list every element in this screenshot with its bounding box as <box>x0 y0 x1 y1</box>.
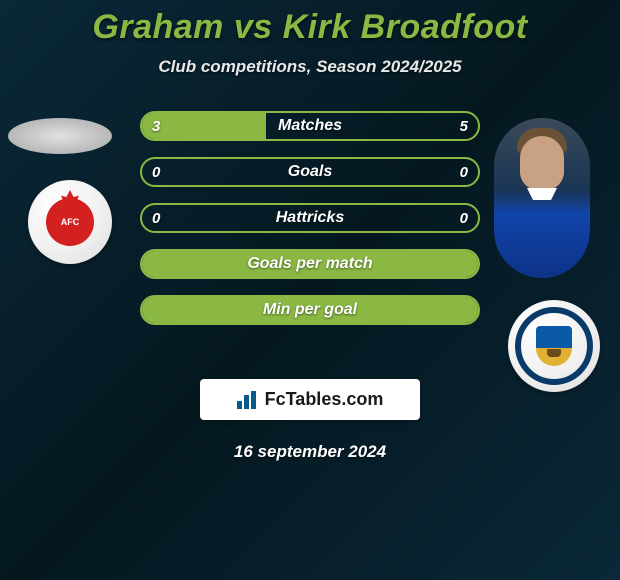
source-logo-text: FcTables.com <box>265 389 384 410</box>
stat-label: Min per goal <box>263 301 357 319</box>
club-badge-right-ring <box>515 307 593 385</box>
source-logo: FcTables.com <box>200 379 420 420</box>
stat-row-matches: 3 Matches 5 <box>140 111 480 141</box>
stat-row-goals: 0 Goals 0 <box>140 157 480 187</box>
stat-value-right: 0 <box>460 210 468 227</box>
stat-label: Goals per match <box>247 255 372 273</box>
stat-value-right: 0 <box>460 164 468 181</box>
club-badge-left-inner: AFC <box>46 198 94 246</box>
stat-value-right: 5 <box>460 118 468 135</box>
stat-value-left: 0 <box>152 164 160 181</box>
stat-label: Hattricks <box>276 209 344 227</box>
stat-row-goals-per-match: Goals per match <box>140 249 480 279</box>
club-badge-right <box>508 300 600 392</box>
player-left-silhouette <box>8 118 112 154</box>
player-right-photo <box>494 118 590 278</box>
stat-fill-left <box>142 113 266 139</box>
comparison-card: Graham vs Kirk Broadfoot Club competitio… <box>0 0 620 580</box>
subtitle: Club competitions, Season 2024/2025 <box>0 57 620 77</box>
stat-value-left: 3 <box>152 118 160 135</box>
stat-row-min-per-goal: Min per goal <box>140 295 480 325</box>
stat-label: Matches <box>278 117 342 135</box>
player-right-collar <box>527 188 557 200</box>
stats-list: 3 Matches 5 0 Goals 0 0 Hattricks 0 Goal… <box>140 111 480 325</box>
player-right-head <box>520 136 564 190</box>
stat-label: Goals <box>288 163 332 181</box>
stat-value-left: 0 <box>152 210 160 227</box>
page-title: Graham vs Kirk Broadfoot <box>0 0 620 47</box>
stat-row-hattricks: 0 Hattricks 0 <box>140 203 480 233</box>
bar-chart-icon <box>237 391 259 409</box>
club-badge-left: AFC <box>28 180 112 264</box>
date-label: 16 september 2024 <box>0 442 620 462</box>
club-badge-right-shield <box>536 326 572 366</box>
